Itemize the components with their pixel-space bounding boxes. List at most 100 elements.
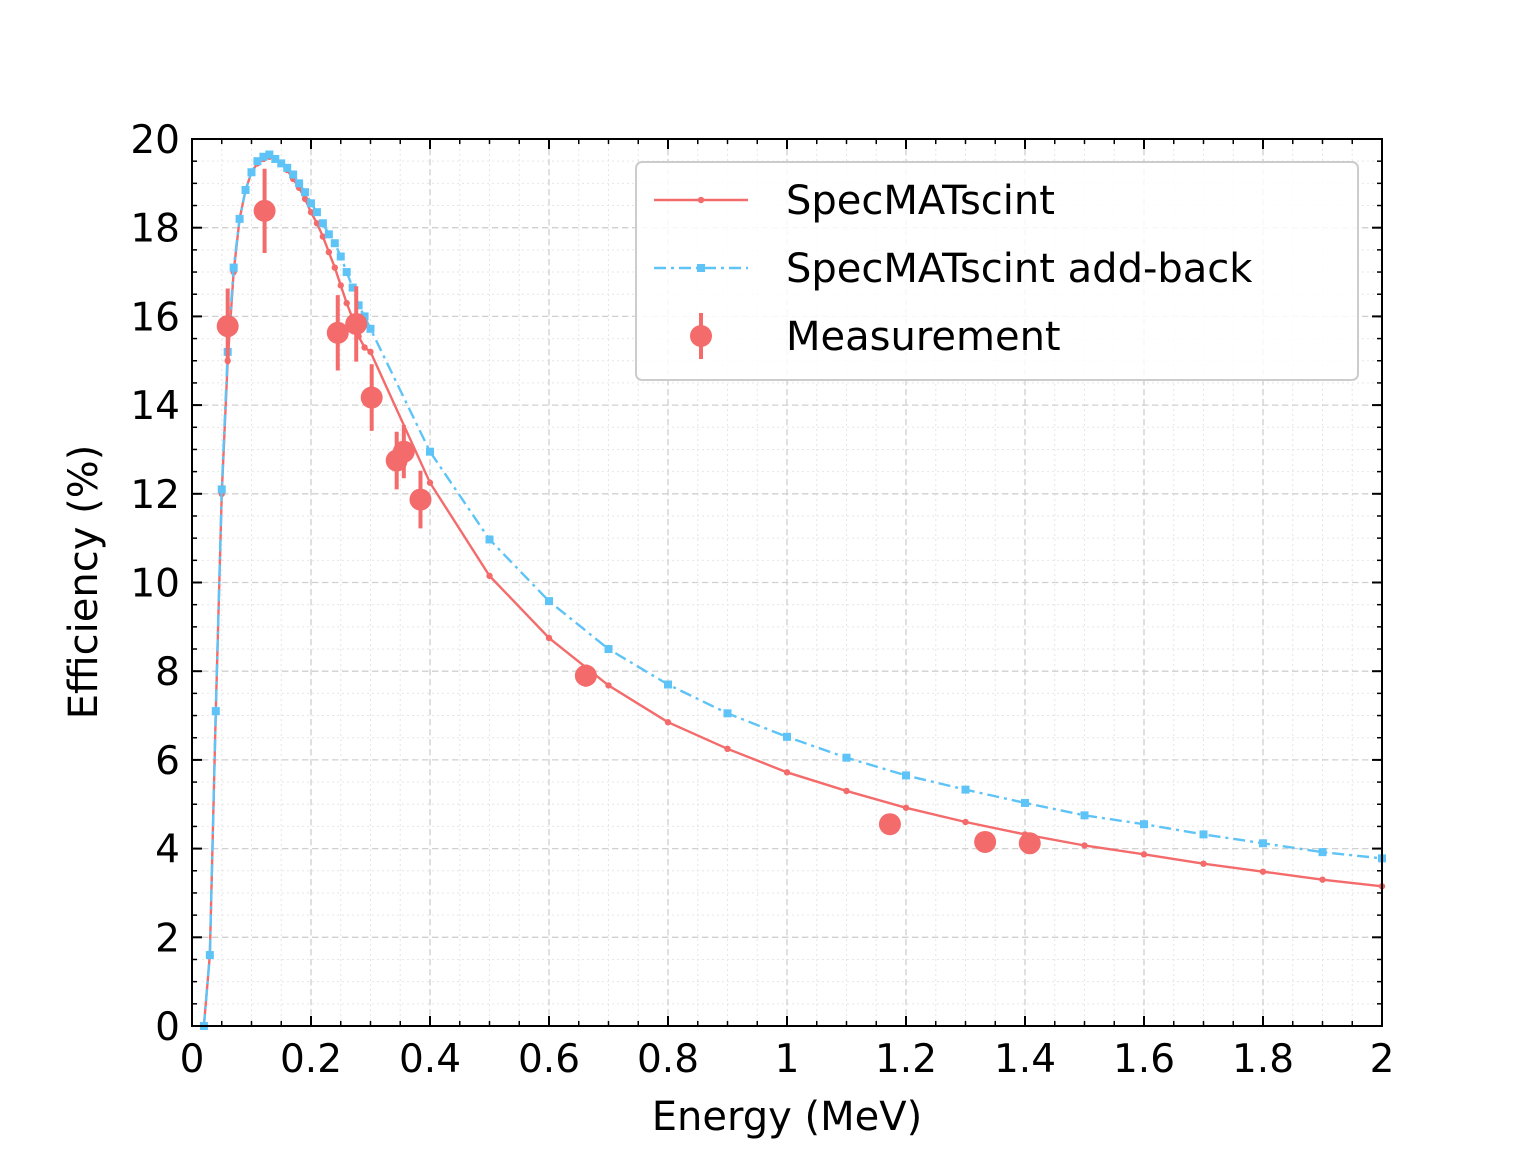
series-marker [485, 535, 494, 544]
series-marker [337, 282, 344, 289]
x-tick-label: 1.8 [1232, 1037, 1294, 1082]
series-marker [545, 634, 553, 642]
series-marker [289, 170, 298, 179]
measurement-point [409, 488, 432, 511]
series-marker [301, 188, 310, 197]
measurement-point [392, 440, 415, 463]
series-marker [330, 239, 339, 248]
series-marker [211, 707, 220, 716]
series-marker [724, 745, 731, 753]
series-marker [664, 680, 672, 689]
series-marker [360, 312, 369, 321]
y-tick-label: 20 [130, 118, 180, 163]
x-tick-label: 2 [1370, 1037, 1395, 1082]
y-tick-label: 18 [130, 207, 180, 252]
series-marker [217, 485, 226, 494]
x-tick-label: 0.4 [399, 1037, 461, 1082]
series-marker [545, 597, 553, 606]
series-marker [235, 214, 244, 223]
series-marker [1021, 798, 1029, 807]
series-2 [216, 168, 1041, 855]
series-marker [1199, 830, 1208, 839]
series-marker [325, 248, 333, 256]
series-marker [783, 769, 791, 776]
plot-frame [191, 138, 1383, 1027]
series-marker [962, 818, 969, 826]
legend-marker [697, 196, 705, 204]
series-marker [1259, 868, 1267, 875]
measurement-point [360, 386, 383, 409]
y-axis-title: Efficiency (%) [61, 445, 107, 720]
series-marker [664, 719, 672, 726]
series-marker [229, 263, 238, 272]
series-marker [902, 804, 910, 811]
series-marker [367, 348, 374, 356]
measurement-point [326, 321, 349, 344]
x-tick-label: 1 [775, 1037, 800, 1082]
x-tick-label: 0.6 [518, 1037, 580, 1082]
x-tick-label: 0.2 [280, 1037, 342, 1082]
y-tick-label: 4 [155, 828, 180, 873]
series-marker [313, 220, 321, 227]
series-marker [1259, 839, 1267, 848]
series-marker [1319, 876, 1326, 883]
series-line [202, 155, 1383, 1027]
measurement-point [574, 664, 597, 687]
series-marker [324, 230, 333, 239]
series-marker [366, 324, 375, 333]
legend-entry: SpecMATscint add-back [654, 246, 1253, 292]
series-marker [426, 479, 434, 486]
x-tick-labels: 0 0.2 0.4 0.6 0.8 1 1.2 1.4 1.6 1.8 2 [180, 1037, 1395, 1082]
x-tick-label: 0.8 [637, 1037, 699, 1082]
series-marker [331, 264, 338, 271]
series-marker [312, 208, 321, 217]
series-marker [1140, 851, 1148, 858]
legend-marker [697, 264, 705, 272]
series-marker [247, 168, 256, 177]
y-tick-label: 16 [130, 295, 180, 340]
y-tick-labels: 0 2 4 6 8 10 12 14 16 18 20 [130, 118, 180, 1050]
series-marker [277, 159, 286, 168]
series-marker [343, 299, 350, 307]
measurement-point [974, 830, 997, 853]
series-marker [342, 268, 351, 277]
series-marker [205, 951, 214, 960]
measurement-point [253, 199, 276, 222]
measurement-point [1018, 832, 1041, 855]
series-line [202, 153, 1383, 1027]
measurement-point [216, 315, 239, 338]
y-tick-label: 8 [155, 650, 180, 695]
series-marker [723, 709, 732, 718]
x-axis-title: Energy (MeV) [652, 1094, 922, 1140]
legend-marker [690, 325, 712, 347]
series-marker [902, 771, 910, 780]
series-marker [259, 152, 268, 161]
y-tick-label: 12 [130, 473, 180, 518]
series-marker [348, 283, 357, 292]
y-tick-label: 6 [155, 739, 180, 784]
series-marker [361, 344, 368, 351]
y-tick-label: 2 [155, 916, 180, 961]
series-marker [426, 447, 434, 456]
x-tick-label: 1.4 [994, 1037, 1056, 1082]
series-marker [253, 157, 262, 166]
x-tick-label: 1.2 [875, 1037, 937, 1082]
series-layer [199, 150, 1386, 1030]
series-marker [1140, 820, 1148, 829]
series-marker [783, 732, 791, 741]
series-marker [307, 199, 315, 208]
series-marker [307, 208, 315, 216]
measurement-point [345, 312, 368, 335]
y-tick-label: 14 [130, 384, 180, 429]
series-marker [319, 233, 327, 240]
measurement-point [878, 813, 901, 836]
y-tick-label: 10 [130, 562, 180, 607]
series-marker [605, 682, 612, 689]
series-marker [843, 787, 850, 795]
legend-label: Measurement [786, 314, 1061, 360]
series-marker [842, 753, 851, 762]
legend-label: SpecMATscint add-back [786, 246, 1253, 292]
series-marker [1080, 811, 1089, 820]
series-marker [301, 195, 309, 203]
